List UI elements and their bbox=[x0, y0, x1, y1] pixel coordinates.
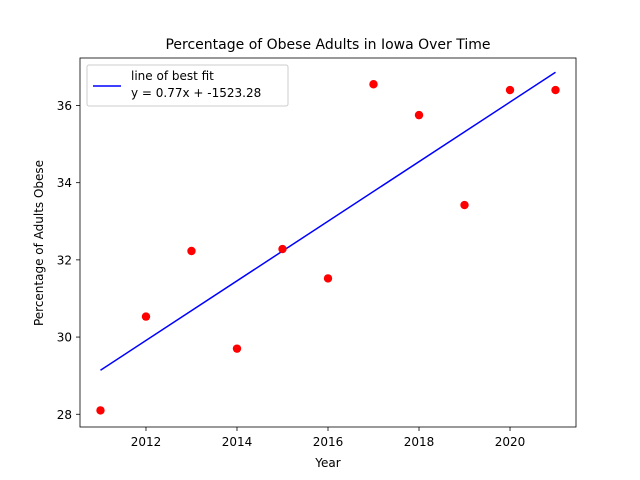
legend-entry-equation: y = 0.77x + -1523.28 bbox=[131, 86, 261, 100]
data-point bbox=[96, 406, 105, 415]
data-point bbox=[414, 110, 424, 120]
x-tick-label: 2016 bbox=[313, 435, 344, 449]
x-tick-label: 2012 bbox=[131, 435, 162, 449]
x-tick-label: 2018 bbox=[404, 435, 435, 449]
legend-box bbox=[86, 64, 289, 107]
y-tick-label: 34 bbox=[57, 176, 72, 190]
x-tick-label: 2014 bbox=[222, 435, 253, 449]
data-point bbox=[141, 312, 151, 321]
best-fit-line bbox=[100, 71, 556, 371]
x-axis-label: Year bbox=[314, 456, 340, 470]
data-point bbox=[551, 85, 560, 95]
y-axis-label: Percentage of Adults Obese bbox=[32, 160, 46, 326]
data-point bbox=[505, 85, 515, 95]
axis-ticks: 2012 2014 2016 2018 2020 28 30 32 34 36 bbox=[57, 99, 526, 449]
y-tick-label: 28 bbox=[57, 408, 72, 422]
y-tick-label: 32 bbox=[57, 253, 72, 267]
y-tick-label: 30 bbox=[57, 331, 72, 345]
plot-area bbox=[79, 57, 577, 428]
data-point bbox=[232, 344, 242, 353]
data-point bbox=[460, 200, 469, 210]
x-tick-label: 2020 bbox=[495, 435, 526, 449]
legend-entry-fit-line: line of best fit bbox=[131, 69, 214, 83]
data-point bbox=[278, 244, 287, 254]
data-point bbox=[187, 246, 196, 256]
data-point bbox=[323, 274, 333, 283]
legend: line of best fit y = 0.77x + -1523.28 bbox=[86, 64, 289, 107]
chart-title: Percentage of Obese Adults in Iowa Over … bbox=[165, 37, 490, 53]
data-point bbox=[369, 80, 378, 89]
y-tick-label: 36 bbox=[57, 99, 72, 113]
